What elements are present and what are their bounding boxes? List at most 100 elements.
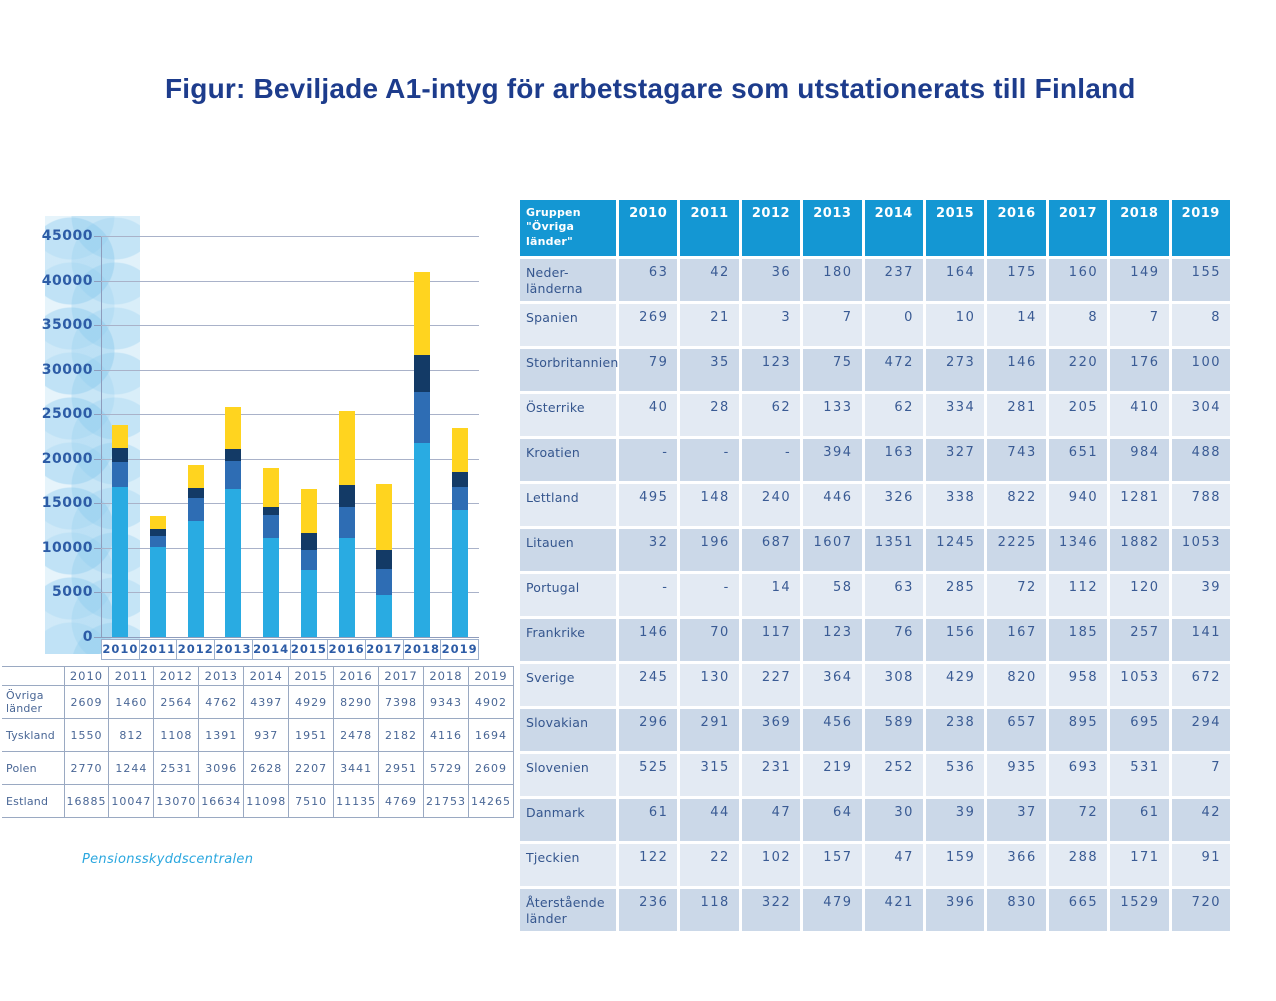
bar-segment-estland [263,538,279,637]
value-cell: 62 [864,394,923,436]
value-cell: 21753 [423,784,469,819]
value-cell: 8290 [333,685,380,720]
country-row: Storbritannien 79 35 123 75 472 273 146 220 176 10… [520,349,1230,391]
value-cell: 238 [925,709,985,751]
value-cell: 2609 [63,685,110,720]
value-cell: 149 [1110,259,1169,301]
year-header-cell: 2015 [288,665,335,687]
country-label-cell: Storbritannien [520,349,618,391]
bar-segment-tyskland [414,355,430,392]
value-cell: 163 [864,439,923,481]
value-cell: 21 [680,304,739,346]
bar-segment--vriga-l-nder [112,425,128,448]
value-cell: 2951 [378,751,424,786]
value-cell: 288 [1048,844,1108,886]
ovriga-table-header-row: Gruppen "Övriga länder" 2010 2011 2012 2013 2… [520,200,1230,256]
year-header-cell: 2016 [333,665,380,687]
y-axis-tick-label: 40000 [41,273,93,289]
row-label-cell: Estland [2,784,65,819]
value-cell: 665 [1048,889,1108,931]
value-cell: 122 [619,844,678,886]
value-cell: 472 [864,349,923,391]
bar-segment-estland [414,443,430,637]
value-cell: 2182 [378,718,424,753]
x-axis-year-label: 2015 [289,639,329,660]
year-header-cell: 2011 [108,665,155,687]
chart-data-table: 2010 2011 2012 2013 2014 2015 2016 2017 2018 2019… [2,665,515,819]
value-cell: 1694 [467,718,515,753]
y-axis-tick [94,503,101,504]
corner-cell [2,665,65,687]
x-axis-year-label: 2012 [176,639,216,660]
bar-segment-estland [188,521,204,637]
value-cell: 39 [1171,574,1230,616]
country-row: Frankrike 146 70 117 123 76 156 167 185 257 141 [520,619,1230,661]
value-cell: 2609 [467,751,515,786]
value-cell: 75 [803,349,862,391]
bar-segment-tyskland [150,529,166,536]
value-cell: 30 [864,799,923,841]
country-label-cell: Återstående länder [520,889,616,931]
value-cell: 984 [1110,439,1169,481]
x-axis-year-label: 2019 [440,639,480,660]
value-cell: - [619,439,678,481]
country-row: Kroatien - - -394 163 327 743 651 984 488 [520,439,1230,481]
y-axis-tick [94,459,101,460]
y-axis-tick [94,281,101,282]
value-cell: 196 [680,529,739,571]
value-cell: - [680,439,739,481]
x-axis-year-label: 2016 [327,639,366,660]
value-cell: 421 [864,889,923,931]
value-cell: 488 [1171,439,1230,481]
bar-segment-estland [112,487,128,637]
value-cell: 327 [925,439,985,481]
value-cell: 123 [803,619,862,661]
value-cell: 3096 [198,751,245,786]
country-label-cell: Österrike [520,394,616,436]
country-row: Återstående länder 236 118 322 479 421 396 830 6… [520,889,1230,931]
value-cell: 1951 [288,718,335,753]
value-cell: 446 [803,484,862,526]
country-row: Österrike 40 28 62 133 62 334 281 205 410 304 [520,394,1230,436]
bar-segment--vriga-l-nder [225,407,241,449]
y-axis-tick-label: 45000 [41,228,93,244]
year-header-cell: 2010 [619,200,678,256]
value-cell: 120 [1110,574,1169,616]
value-cell: 236 [619,889,678,931]
country-label-cell: Lettland [520,484,616,526]
value-cell: 294 [1171,709,1230,751]
value-cell: 117 [741,619,801,661]
y-axis-tick-label: 25000 [41,406,93,422]
gridline [101,414,479,415]
value-cell: 895 [1048,709,1108,751]
y-axis-tick-label: 10000 [41,540,93,556]
value-cell: 495 [619,484,678,526]
value-cell: 39 [925,799,985,841]
value-cell: 2531 [153,751,200,786]
value-cell: 171 [1110,844,1169,886]
bar-segment--vriga-l-nder [339,411,355,485]
value-cell: 672 [1171,664,1230,706]
bar-segment--vriga-l-nder [414,272,430,355]
bar-segment-estland [301,570,317,637]
year-header-cell: 2017 [378,665,424,687]
value-cell: 1346 [1048,529,1108,571]
x-axis-year-label: 2010 [101,639,140,660]
bar-segment-polen [376,569,392,595]
value-cell: 156 [925,619,985,661]
value-cell: 589 [864,709,923,751]
value-cell: 651 [1048,439,1108,481]
value-cell: 1550 [63,718,110,753]
x-axis-labels: 2010 2011 2012 2013 2014 2015 2016 2017 2018 2019 [101,639,480,660]
year-header-cell: 2013 [198,665,245,687]
value-cell: 237 [864,259,923,301]
value-cell: 42 [680,259,739,301]
value-cell: 44 [680,799,739,841]
value-cell: 141 [1171,619,1230,661]
year-header-cell: 2016 [987,200,1046,256]
value-cell: 227 [741,664,801,706]
value-cell: 291 [680,709,739,751]
row-label-cell: Polen [2,751,65,786]
bar-segment-tyskland [263,507,279,515]
y-axis-tick-label: 30000 [41,362,93,378]
